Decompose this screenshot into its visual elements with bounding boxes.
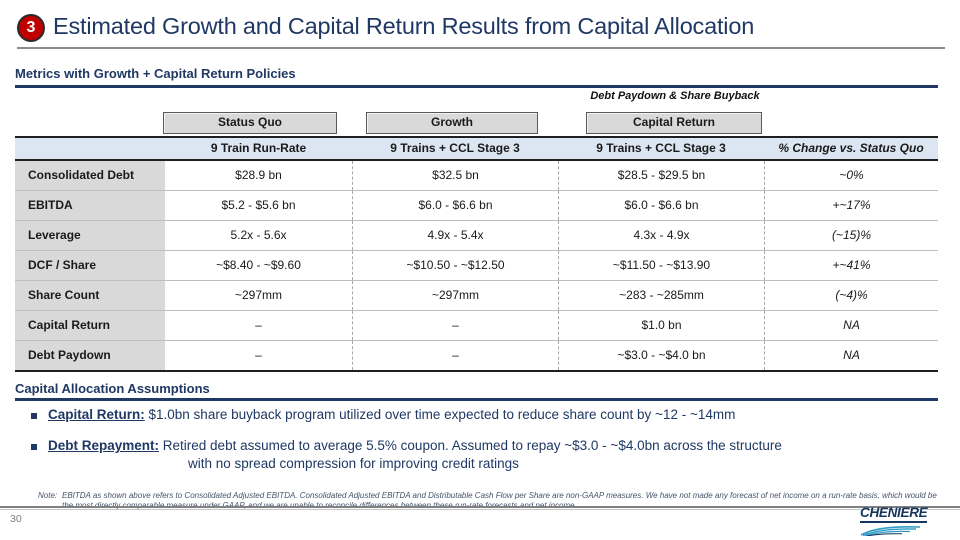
page-number: 30 xyxy=(10,513,22,525)
table-header-row: 9 Train Run-Rate 9 Trains + CCL Stage 3 … xyxy=(15,136,938,161)
metric-value: +~41% xyxy=(764,251,938,280)
cheniere-logo-text: CHENIERE xyxy=(860,505,928,523)
metric-value: $28.5 - $29.5 bn xyxy=(558,161,764,190)
bullet-square-icon xyxy=(31,444,37,450)
scenario-box-capital-return: Capital Return xyxy=(586,112,762,134)
metric-value: $6.0 - $6.6 bn xyxy=(352,191,558,220)
metric-value: ~0% xyxy=(764,161,938,190)
metric-value: (~4)% xyxy=(764,281,938,310)
bullet-item: Capital Return: $1.0bn share buyback pro… xyxy=(15,406,945,424)
metric-value: ~$11.50 - ~$13.90 xyxy=(558,251,764,280)
table-row: Leverage 5.2x - 5.6x 4.9x - 5.4x 4.3x - 4.9… xyxy=(15,221,938,251)
metric-value: 5.2x - 5.6x xyxy=(230,228,287,242)
metric-value: $1.0 bn xyxy=(558,311,764,340)
header-cell-capital-return: 9 Trains + CCL Stage 3 xyxy=(596,141,726,155)
metrics-table: 9 Train Run-Rate 9 Trains + CCL Stage 3 … xyxy=(15,136,938,372)
metric-value: NA xyxy=(764,341,938,370)
assumptions-section-title: Capital Allocation Assumptions xyxy=(15,381,210,396)
table-row: Debt Paydown – – ~$3.0 - ~$4.0 bn NA xyxy=(15,341,938,370)
metric-value: ~$10.50 - ~$12.50 xyxy=(352,251,558,280)
footer-divider xyxy=(0,506,960,508)
metric-value: – xyxy=(255,348,262,362)
metric-value: ~297mm xyxy=(352,281,558,310)
assumption-bullets: Capital Return: $1.0bn share buyback pro… xyxy=(15,406,945,486)
metric-value: NA xyxy=(764,311,938,340)
footnote: Note: EBITDA as shown above refers to Co… xyxy=(38,491,938,512)
metric-value: – xyxy=(255,318,262,332)
logo-swoosh-icon xyxy=(860,525,921,536)
table-row: Share Count ~297mm ~297mm ~283 - ~285mm (~4)… xyxy=(15,281,938,311)
header-cell-blank xyxy=(15,138,165,159)
debt-paydown-annotation: Debt Paydown & Share Buyback xyxy=(590,90,760,102)
metric-value: $5.2 - $5.6 bn xyxy=(221,198,296,212)
metric-label: Leverage xyxy=(15,221,165,250)
header-cell-pct-change: % Change vs. Status Quo xyxy=(778,141,924,155)
header-cell-growth: 9 Trains + CCL Stage 3 xyxy=(390,141,520,155)
footnote-text: EBITDA as shown above refers to Consolid… xyxy=(62,491,937,510)
scenario-box-growth: Growth xyxy=(366,112,538,134)
metric-label: Consolidated Debt xyxy=(15,161,165,190)
metric-value: +~17% xyxy=(764,191,938,220)
header-cell-status-quo: 9 Train Run-Rate xyxy=(210,141,307,155)
metric-value: ~283 - ~285mm xyxy=(558,281,764,310)
metric-label: Share Count xyxy=(15,281,165,310)
table-row: DCF / Share ~$8.40 - ~$9.60 ~$10.50 - ~$12… xyxy=(15,251,938,281)
metric-label: EBITDA xyxy=(15,191,165,220)
metric-value: – xyxy=(352,341,558,370)
bullet-item: Debt Repayment: Retired debt assumed to … xyxy=(15,437,945,473)
page-title: Estimated Growth and Capital Return Resu… xyxy=(53,13,755,39)
metric-label: Debt Paydown xyxy=(15,341,165,370)
metric-value: 4.9x - 5.4x xyxy=(352,221,558,250)
bullet-text: Debt Repayment: Retired debt assumed to … xyxy=(48,438,782,471)
table-body: Consolidated Debt $28.9 bn $32.5 bn $28.5 -… xyxy=(15,161,938,372)
table-row: EBITDA $5.2 - $5.6 bn $6.0 - $6.6 bn $6.0 -… xyxy=(15,191,938,221)
assumptions-section-divider xyxy=(15,398,938,401)
metrics-section-divider xyxy=(15,85,938,88)
bullet-square-icon xyxy=(31,413,37,419)
title-divider xyxy=(17,47,945,49)
cheniere-logo: CHENIERE xyxy=(860,504,944,536)
table-row: Capital Return – – $1.0 bn NA xyxy=(15,311,938,341)
scenario-box-status-quo: Status Quo xyxy=(163,112,337,134)
metric-label: DCF / Share xyxy=(15,251,165,280)
metrics-section-title: Metrics with Growth + Capital Return Pol… xyxy=(15,66,296,81)
metric-value: $32.5 bn xyxy=(352,161,558,190)
metric-value: (~15)% xyxy=(764,221,938,250)
footer-divider-2 xyxy=(0,509,960,510)
metric-value: 4.3x - 4.9x xyxy=(558,221,764,250)
metric-value: – xyxy=(352,311,558,340)
metric-value: $6.0 - $6.6 bn xyxy=(558,191,764,220)
table-row: Consolidated Debt $28.9 bn $32.5 bn $28.5 -… xyxy=(15,161,938,191)
metric-value: $28.9 bn xyxy=(235,168,282,182)
metric-value: ~$3.0 - ~$4.0 bn xyxy=(558,341,764,370)
metric-label: Capital Return xyxy=(15,311,165,340)
metric-value: ~$8.40 - ~$9.60 xyxy=(216,258,301,272)
slide-number-badge: 3 xyxy=(17,14,45,42)
metric-value: ~297mm xyxy=(234,288,283,302)
footnote-prefix: Note: xyxy=(38,491,58,500)
bullet-text: Capital Return: $1.0bn share buyback pro… xyxy=(48,407,736,422)
